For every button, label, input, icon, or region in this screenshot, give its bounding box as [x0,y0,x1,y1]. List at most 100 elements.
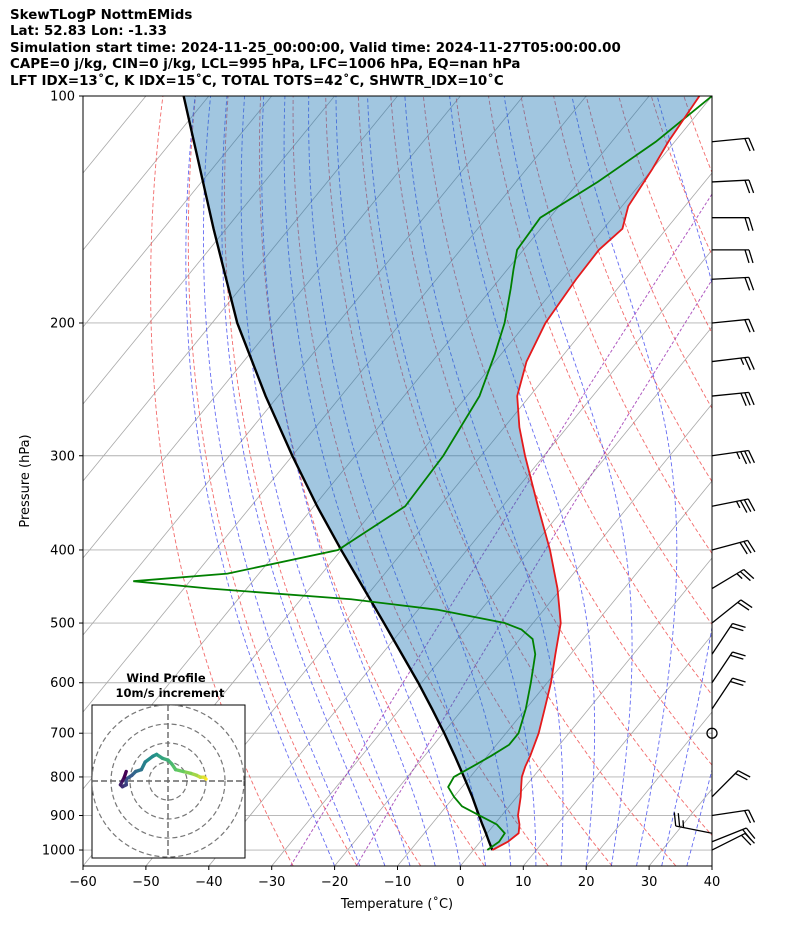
isotherm-line [83,96,587,713]
barb-full [730,654,744,660]
isotherm-line [83,96,210,251]
barb-full [740,599,753,609]
wind-barbs-layer [673,137,756,851]
barb-full [732,622,746,628]
x-tick-label: 0 [456,875,464,890]
x-tick-label: 20 [578,875,595,890]
barb-staff [711,623,734,655]
hodograph-inset: Wind Profile 10m/s increment [91,671,246,859]
moist-adiabat [335,96,512,866]
barb-half [735,501,741,509]
dry-adiabat [618,96,712,334]
barb-full [737,770,751,778]
dry-adiabat [325,96,613,866]
moist-adiabat [686,768,712,866]
y-tick-label: 900 [50,809,75,824]
isotherm-line [711,865,712,866]
wind-barb [711,318,755,333]
moist-adiabat [656,96,712,866]
dry-adiabat [187,96,358,866]
barb-full [744,217,750,231]
profile-lines-layer [133,96,712,851]
dry-adiabat [292,96,549,866]
time-line: Simulation start time: 2024-11-25_00:00:… [10,40,621,56]
barb-full [744,357,751,371]
moist-adiabat [221,96,386,866]
index-line: LFT IDX=13˚C, K IDX=15˚C, TOTAL TOTS=42˚… [10,73,504,89]
inset-subtitle: 10m/s increment [116,686,225,700]
barb-full [748,809,756,823]
wind-barb [711,356,755,371]
barb-full [740,451,748,465]
y-tick-label: 800 [50,770,75,785]
barb-half [740,357,745,366]
moist-adiabat [283,96,461,866]
inset-title: Wind Profile [126,671,206,685]
barb-full [748,450,756,464]
barb-staff [711,568,745,590]
dry-adiabat [488,96,712,626]
moist-adiabat [449,96,596,866]
barb-full [748,249,754,264]
wind-barb [711,622,746,655]
y-tick-label: 400 [50,543,75,558]
barb-full [744,138,751,152]
y-tick-label: 200 [50,316,75,331]
x-tick-label: −60 [69,875,96,890]
barb-staff [711,356,749,363]
barb-staff [711,276,749,280]
axis-ticks-layer: −60 −50 −40 −30 −20 −10 0 10 20 30 40 100 200 300 400 5… [42,90,720,891]
chart-title: SkewTLogP NottmEMids [10,8,193,23]
wind-barb [711,770,751,798]
barb-full [748,217,754,231]
barb-full [737,601,750,611]
wind-barb [706,727,718,739]
x-tick-label: −20 [321,875,348,890]
wind-barb [711,677,746,710]
wind-barb [711,651,746,684]
barb-full [739,571,751,582]
isotherm-line [460,557,712,866]
wind-barb [711,809,756,824]
wind-barb [711,449,756,465]
barb-full [747,498,756,512]
dry-adiabat [258,96,485,866]
barb-full [748,356,755,370]
x-tick-label: −10 [384,875,411,890]
barb-full [744,319,751,333]
barb-full [748,392,755,406]
barb-full [748,319,755,333]
barb-full [748,137,755,151]
barb-full [732,677,746,683]
wind-barb [711,568,755,590]
barb-full [735,772,748,781]
moist-adiabat [404,96,564,866]
isotherm-line [271,326,712,866]
barb-staff [711,449,749,457]
barb-full [744,450,752,464]
moist-adiabat [737,96,794,866]
y-tick-label: 1000 [42,844,75,859]
isotherm-line [83,96,461,559]
isotherm-line [397,480,712,866]
y-axis-label: Pressure (hPa) [18,434,33,527]
x-tick-label: 30 [641,875,658,890]
dry-adiabat [390,96,712,837]
cape-fill-layer [183,96,700,851]
wind-barb [711,498,756,513]
grid-layer [83,96,794,866]
dry-adiabat [650,96,712,256]
isotherm-line [83,96,335,405]
moist-adiabat [571,96,678,866]
x-tick-label: −40 [195,875,222,890]
wind-barb [711,391,755,406]
barb-staff [675,825,713,834]
wind-barb [673,812,713,834]
calm-wind-circle [706,727,718,739]
barb-full [745,827,756,839]
barb-full [744,180,751,194]
barb-staff [711,677,734,710]
barb-full [742,829,752,841]
x-tick-label: 10 [515,875,532,890]
barb-full [744,392,751,406]
